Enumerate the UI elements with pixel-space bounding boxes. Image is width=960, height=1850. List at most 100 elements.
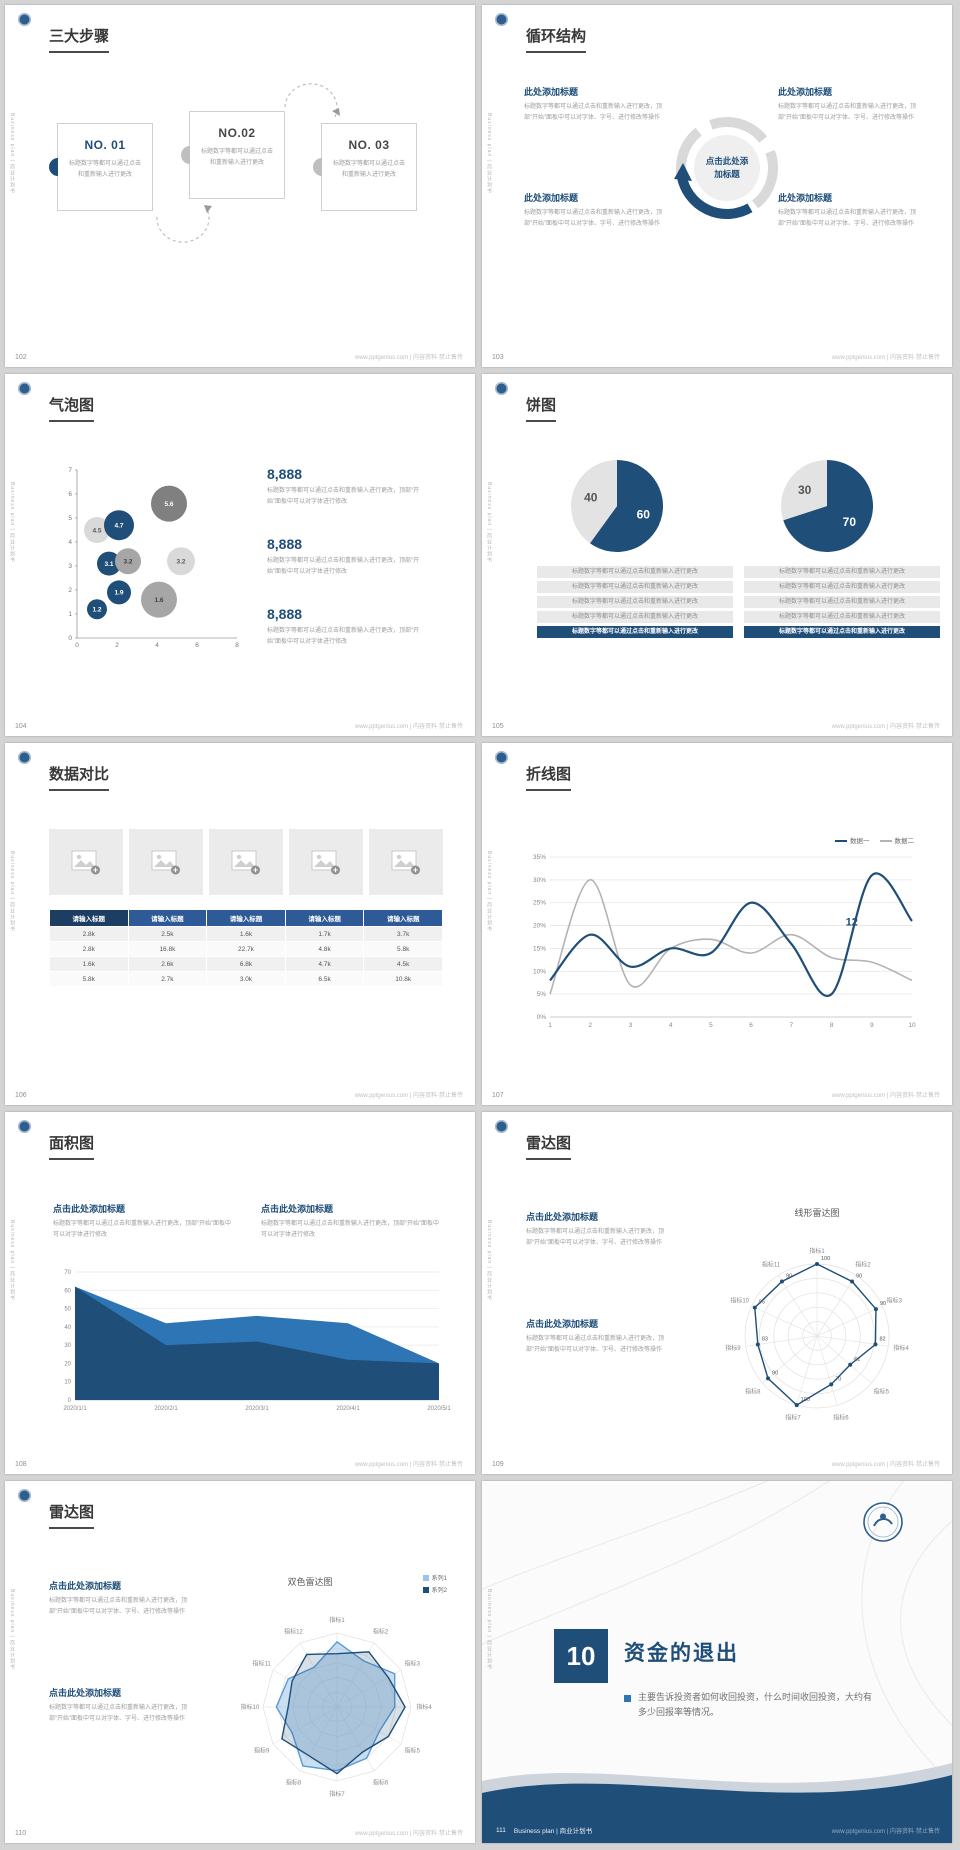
brand-vertical-text: Business plan | 商业计划书	[486, 113, 492, 195]
text-block-2: 点击此处添加标题 标题数字等都可以通过点击和重新输入进行更改，顶部“开始”面板中…	[49, 1686, 199, 1724]
section-title: 资金的退出	[624, 1642, 739, 1665]
table-cell: 4.5k	[364, 957, 442, 971]
svg-text:指标11: 指标11	[253, 1660, 272, 1668]
text-block-right: 点击此处添加标题 标题数字等都可以通过点击和重新输入进行更改，顶部“开始”面板中…	[261, 1202, 441, 1240]
block-body: 标题数字等都可以通过点击和重新输入进行更改，顶部“开始”面板中可以对字体、字号、…	[49, 1598, 188, 1615]
section-number: 10	[554, 1629, 608, 1683]
brand-logo-icon	[495, 1120, 508, 1133]
slide-105-pie-chart[interactable]: Business plan | 商业计划书 饼图 60 40 70 30 标题数字等…	[482, 374, 952, 736]
slide-111-section-cover[interactable]: Business plan | 商业计划书 10 资金的退出 主要告诉投资者如何…	[482, 1481, 952, 1843]
svg-text:指标6: 指标6	[373, 1778, 389, 1786]
svg-text:10%: 10%	[533, 968, 546, 975]
svg-text:70: 70	[843, 515, 857, 529]
radar-chart-title: 线形雷达图	[794, 1208, 840, 1218]
legend-label: 数据一	[850, 838, 870, 845]
legend-item: 系列2	[422, 1585, 447, 1594]
svg-text:70: 70	[64, 1270, 71, 1276]
slide-title: 三大步骤	[49, 25, 110, 53]
block-heading: 点击此处添加标题	[53, 1204, 126, 1214]
slide-109-radar-chart[interactable]: Business plan | 商业计划书 雷达图 点击此处添加标题 标题数字等…	[482, 1112, 952, 1474]
watermark: www.pptgenius.com | 内容资料·禁止售传	[354, 724, 463, 730]
section-body: 主要告诉投资者如何收回投资，什么时间收回投资，大约有多少回报率等情况。	[638, 1692, 873, 1718]
image-placeholder	[369, 829, 443, 895]
cycle-center-label: 点击此处添加标题	[705, 156, 749, 179]
svg-text:5.6: 5.6	[164, 501, 173, 508]
table-cell: 6.8k	[207, 957, 285, 971]
svg-text:50: 50	[64, 1307, 71, 1313]
table-cell: 6.5k	[285, 972, 364, 986]
legend-swatch-icon	[422, 1574, 429, 1581]
slide-107-line-chart[interactable]: Business plan | 商业计划书 折线图 数据一 数据二 0% 5% 10…	[482, 743, 952, 1105]
text-block-top-right: 此处添加标题 标题数字等都可以通过点击和重新输入进行更改，顶部“开始”面板中可以…	[778, 85, 928, 123]
svg-text:40: 40	[584, 490, 598, 504]
bubble-chart: 0 1 2 3 4 5 6 7 0 2 4 6 8 4.5 4.7 5.6 3.1 3.2 3.2 1.9 1.2 1.6	[68, 467, 239, 649]
step-number: NO. 01	[84, 138, 126, 152]
svg-text:83: 83	[762, 1337, 768, 1343]
page-number: 102	[15, 354, 27, 361]
step-body-text: 标题数字等都可以通过点击和重新输入进行更改	[201, 149, 274, 166]
brand-logo-icon	[495, 751, 508, 764]
block-heading: 此处添加标题	[778, 193, 833, 203]
svg-text:15%: 15%	[533, 945, 546, 952]
svg-text:指标4: 指标4	[893, 1344, 909, 1352]
text-block-top-left: 此处添加标题 标题数字等都可以通过点击和重新输入进行更改，顶部“开始”面板中可以…	[524, 85, 674, 123]
svg-text:6: 6	[68, 491, 72, 498]
brand-logo-icon	[495, 382, 508, 395]
svg-text:0: 0	[68, 1398, 72, 1404]
table-cell: 2.8k	[50, 942, 128, 956]
brand-vertical-text: Business plan | 商业计划书	[486, 482, 492, 564]
stat-value: 8,888	[267, 466, 303, 482]
legend-label: 数据二	[894, 838, 915, 845]
text-block-left: 点击此处添加标题 标题数字等都可以通过点击和重新输入进行更改，顶部“开始”面板中…	[53, 1202, 233, 1240]
svg-text:4: 4	[155, 642, 159, 649]
table-cell: 2.5k	[128, 927, 207, 941]
slide-106-data-comparison[interactable]: Business plan | 商业计划书 数据对比 请输入标题 请输入标题 请…	[5, 743, 475, 1105]
table-cell: 2.6k	[128, 957, 207, 971]
image-placeholder-icon	[391, 850, 420, 874]
image-placeholder	[289, 829, 363, 895]
chart-legend: 数据一 数据二	[835, 835, 914, 845]
svg-text:指标3: 指标3	[405, 1660, 421, 1668]
svg-text:3.2: 3.2	[176, 559, 185, 566]
block-body: 标题数字等都可以通过点击和重新输入进行更改，顶部“开始”面板中可以对字体、字号、…	[526, 1336, 665, 1353]
text-block-1: 点击此处添加标题 标题数字等都可以通过点击和重新输入进行更改，顶部“开始”面板中…	[49, 1579, 199, 1617]
svg-text:5%: 5%	[537, 991, 547, 998]
legend-swatch-icon	[422, 1586, 429, 1593]
image-placeholder	[209, 829, 283, 895]
svg-text:95: 95	[759, 1300, 765, 1306]
text-block-1: 点击此处添加标题 标题数字等都可以通过点击和重新输入进行更改，顶部“开始”面板中…	[526, 1210, 676, 1248]
legend-item: 数据二	[879, 835, 915, 845]
table-header-cell: 请输入标题	[364, 910, 442, 926]
svg-text:2020/5/1: 2020/5/1	[427, 1406, 451, 1412]
svg-text:6: 6	[195, 642, 199, 649]
watermark: www.pptgenius.com | 内容资料·禁止售传	[831, 724, 940, 730]
slide-103-cycle[interactable]: Business plan | 商业计划书 循环结构 此处添加标题 标题数字等都…	[482, 5, 952, 367]
svg-text:30%: 30%	[533, 877, 546, 884]
svg-text:1.9: 1.9	[114, 590, 123, 597]
slide-102-three-steps[interactable]: Business plan | 商业计划书 三大步骤 NO. 01 标题数字等都…	[5, 5, 475, 367]
slide-title: 气泡图	[49, 394, 95, 422]
svg-text:10: 10	[64, 1380, 71, 1386]
page-number: 107	[492, 1092, 504, 1099]
table-cell: 1.6k	[207, 927, 285, 941]
svg-text:82: 82	[879, 1336, 885, 1342]
table-cell: 3.7k	[364, 927, 442, 941]
radar-chart: 指标1 指标2 指标3 指标4 指标5 指标6 指标7 指标8 指标9 指标10 指标11 100 90…	[725, 1247, 909, 1422]
block-heading: 此处添加标题	[524, 87, 579, 97]
svg-text:指标5: 指标5	[405, 1747, 421, 1755]
svg-text:4.7: 4.7	[114, 523, 123, 530]
slide-104-bubble-chart[interactable]: Business plan | 商业计划书 气泡图 0 1 2 3 4 5 6 7 0 2 4 6 8 4…	[5, 374, 475, 736]
svg-text:指标2: 指标2	[373, 1628, 389, 1636]
image-placeholder	[49, 829, 123, 895]
table-cell: 2.7k	[128, 972, 207, 986]
slide-110-radar-chart-two-series[interactable]: Business plan | 商业计划书 雷达图 点击此处添加标题 标题数字等…	[5, 1481, 475, 1843]
legend-label: 系列1	[431, 1576, 447, 1582]
page-number: 109	[492, 1461, 504, 1468]
caption-row: 标题数字等都可以通过点击和重新输入进行更改	[537, 566, 733, 578]
svg-text:20%: 20%	[533, 923, 546, 930]
slide-108-area-chart[interactable]: Business plan | 商业计划书 面积图 点击此处添加标题 标题数字等…	[5, 1112, 475, 1474]
table-header-cell: 请输入标题	[128, 910, 207, 926]
table-cell: 5.8k	[50, 972, 128, 986]
block-body: 标题数字等都可以通过点击和重新输入进行更改，顶部“开始”面板中可以对字体进行修改	[261, 1221, 439, 1238]
stat-block-1: 8,888 标题数字等都可以通过点击和重新输入进行更改，顶部“开始”面板中可以对…	[267, 466, 429, 507]
